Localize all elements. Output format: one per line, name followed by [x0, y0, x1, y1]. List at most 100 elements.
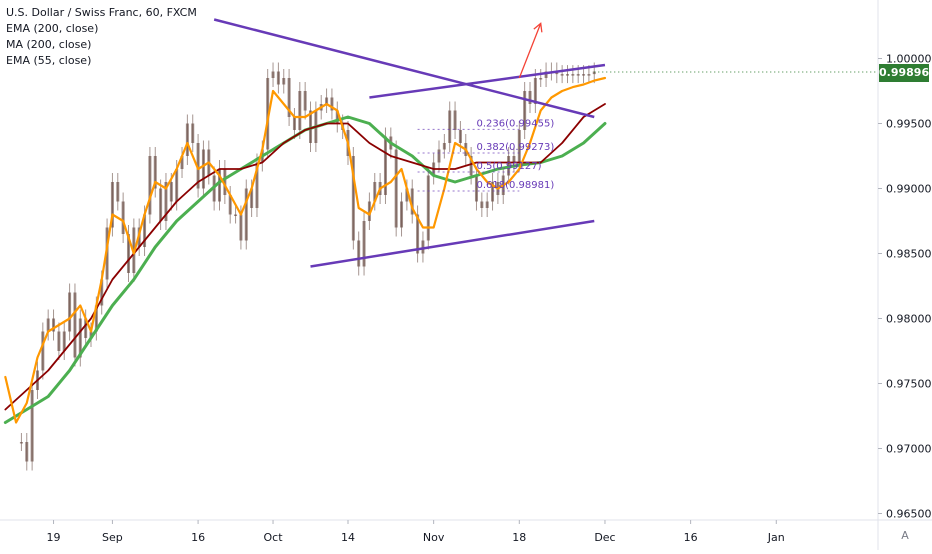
candle-body [416, 214, 420, 254]
candle-body [517, 130, 521, 163]
candle-body [25, 442, 29, 462]
candle-body [533, 78, 537, 104]
candle-body [68, 292, 72, 332]
fib-level-label: 0.618(0.98981) [476, 180, 554, 191]
candle-body [394, 149, 398, 228]
candle-body [100, 279, 104, 306]
candle-body [453, 110, 457, 130]
candle-body [185, 123, 189, 156]
indicator-ema55-label[interactable]: EMA (55, close) [6, 54, 92, 67]
candle-body [84, 318, 88, 338]
x-tick-label: Dec [594, 531, 615, 544]
fib-level-label: 0.236(0.99455) [476, 118, 554, 129]
x-tick-label: Jan [767, 531, 785, 544]
y-tick-label: 0.99500 [886, 118, 932, 131]
y-tick-label: 0.98000 [886, 313, 932, 326]
candle-body [228, 195, 232, 215]
candle-body [565, 74, 569, 76]
candle-body [143, 214, 147, 247]
y-tick-label: 0.97000 [886, 443, 932, 456]
arrow-head [533, 22, 543, 33]
candle-body [30, 390, 34, 462]
candle-body [292, 117, 296, 130]
trendline [310, 219, 595, 268]
candle-body [485, 201, 489, 208]
candle-body [357, 240, 361, 267]
x-tick-label: 19 [47, 531, 61, 544]
candle-body [325, 97, 329, 104]
candle-body [458, 130, 462, 143]
candle-body [218, 169, 221, 202]
candle-body [116, 182, 120, 202]
candle-body [426, 175, 430, 241]
candle-body [191, 123, 195, 143]
candle-body [73, 292, 77, 358]
arrow-shaft [518, 23, 542, 79]
candle-body [362, 221, 366, 267]
candle-body [383, 136, 387, 195]
ema55-line [4, 76, 607, 424]
y-tick-label: 0.97500 [886, 378, 932, 391]
candle-body [405, 188, 409, 202]
candle-body [582, 74, 586, 76]
fib-level-label: 0.382(0.99273) [476, 142, 554, 153]
fib-level-label: 0.5(0.99127) [476, 161, 541, 172]
last-price-tag: 0.99896 [879, 64, 929, 82]
trendline [213, 18, 595, 119]
candle-body [330, 97, 334, 111]
candle-body [164, 182, 168, 221]
candle-body [153, 156, 157, 189]
candle-body [373, 182, 377, 202]
indicator-ema200-label[interactable]: EMA (200, close) [6, 22, 99, 35]
candle-body [421, 240, 425, 254]
indicator-ma200-label[interactable]: MA (200, close) [6, 38, 92, 51]
x-tick-label: 18 [512, 531, 526, 544]
chart-legend: U.S. Dollar / Swiss Franc, 60, FXCM EMA … [6, 5, 197, 69]
candle-body [528, 91, 532, 104]
candle-body [239, 214, 243, 241]
candle-body [474, 175, 478, 202]
candle-body [560, 74, 564, 76]
candle-body [19, 442, 23, 444]
candle-body [57, 331, 61, 351]
candle-body [544, 71, 548, 78]
candle-body [539, 78, 543, 80]
candle-body [52, 318, 56, 332]
x-tick-label: 16 [684, 531, 698, 544]
candle-body [244, 188, 248, 241]
auto-scale-button[interactable]: A [901, 529, 909, 542]
x-tick-label: 16 [191, 531, 205, 544]
candle-body [196, 143, 200, 189]
candle-body [126, 234, 130, 273]
candle-body [266, 78, 270, 150]
candle-body [121, 201, 125, 234]
candle-body [234, 214, 238, 216]
candle-body [78, 318, 82, 358]
x-tick-label: Sep [102, 531, 123, 544]
candle-body [110, 182, 114, 228]
candle-body [448, 110, 452, 143]
y-tick-label: 0.96500 [886, 508, 932, 521]
candle-body [592, 71, 596, 75]
candle-body [400, 201, 404, 228]
candle-body [303, 91, 307, 111]
price-candles [19, 62, 596, 471]
y-tick-label: 0.98500 [886, 248, 932, 261]
candle-body [271, 71, 275, 78]
candle-body [480, 201, 484, 208]
symbol-title: U.S. Dollar / Swiss Franc, 60, FXCM [6, 6, 197, 19]
candle-body [367, 201, 371, 221]
x-tick-label: 14 [341, 531, 355, 544]
candle-body [255, 162, 259, 208]
candle-body [335, 110, 339, 124]
x-tick-label: Oct [264, 531, 284, 544]
candle-body [571, 74, 575, 76]
candle-body [491, 182, 495, 202]
candle-body [287, 78, 291, 117]
ema200-line [4, 103, 606, 411]
candle-body [351, 156, 355, 241]
candle-body [250, 188, 254, 208]
trendline [369, 63, 606, 99]
